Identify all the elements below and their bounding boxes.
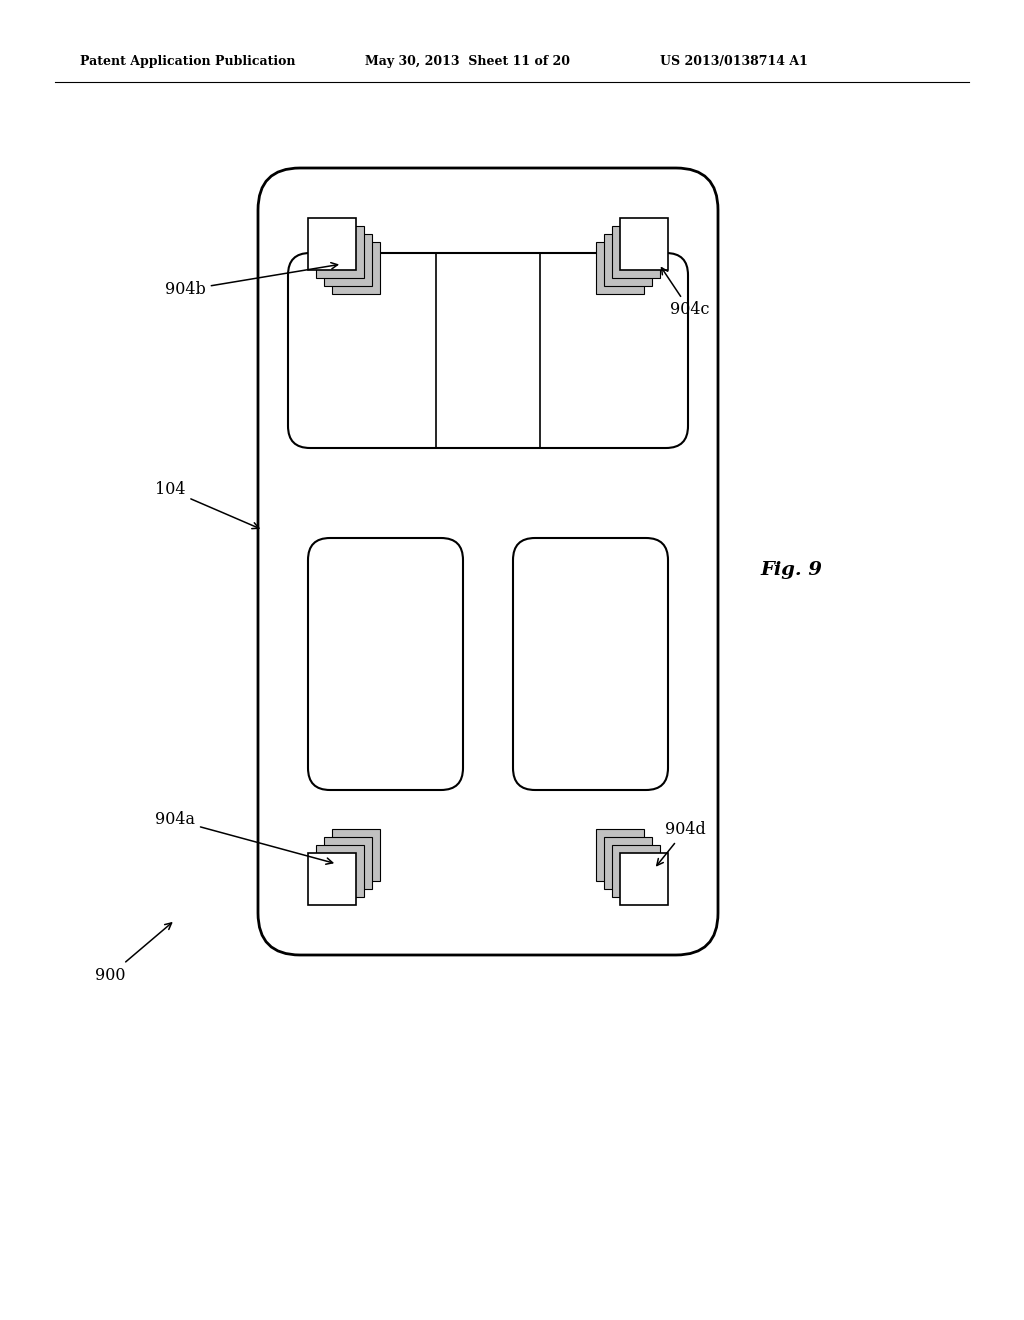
Bar [604,837,652,888]
FancyBboxPatch shape [288,253,688,447]
Bar [596,829,644,880]
Bar [308,853,356,906]
Text: May 30, 2013  Sheet 11 of 20: May 30, 2013 Sheet 11 of 20 [365,55,570,69]
Bar [316,845,364,898]
Bar [332,829,380,880]
Bar [324,837,372,888]
Text: 904d: 904d [656,821,706,866]
Text: 904c: 904c [662,268,710,318]
FancyBboxPatch shape [258,168,718,954]
Bar [612,226,660,279]
Text: 104: 104 [155,482,259,528]
Text: Patent Application Publication: Patent Application Publication [80,55,296,69]
Bar [324,837,372,888]
Bar [612,226,660,279]
Text: 904b: 904b [165,263,338,298]
Bar [332,242,380,294]
Bar [596,829,644,880]
Bar [620,218,668,271]
FancyBboxPatch shape [308,539,463,789]
Text: 904a: 904a [155,812,333,865]
Bar [596,242,644,294]
Text: Fig. 9: Fig. 9 [760,561,822,579]
Text: US 2013/0138714 A1: US 2013/0138714 A1 [660,55,808,69]
Bar [316,226,364,279]
Text: 900: 900 [95,923,172,983]
Bar [316,226,364,279]
Bar [324,234,372,286]
Bar [596,242,644,294]
Bar [316,845,364,898]
Bar [604,837,652,888]
FancyBboxPatch shape [513,539,668,789]
Bar [620,853,668,906]
Bar [332,829,380,880]
Bar [308,218,356,271]
Bar [612,845,660,898]
Bar [324,234,372,286]
Bar [604,234,652,286]
Bar [604,234,652,286]
Bar [612,845,660,898]
Bar [332,242,380,294]
